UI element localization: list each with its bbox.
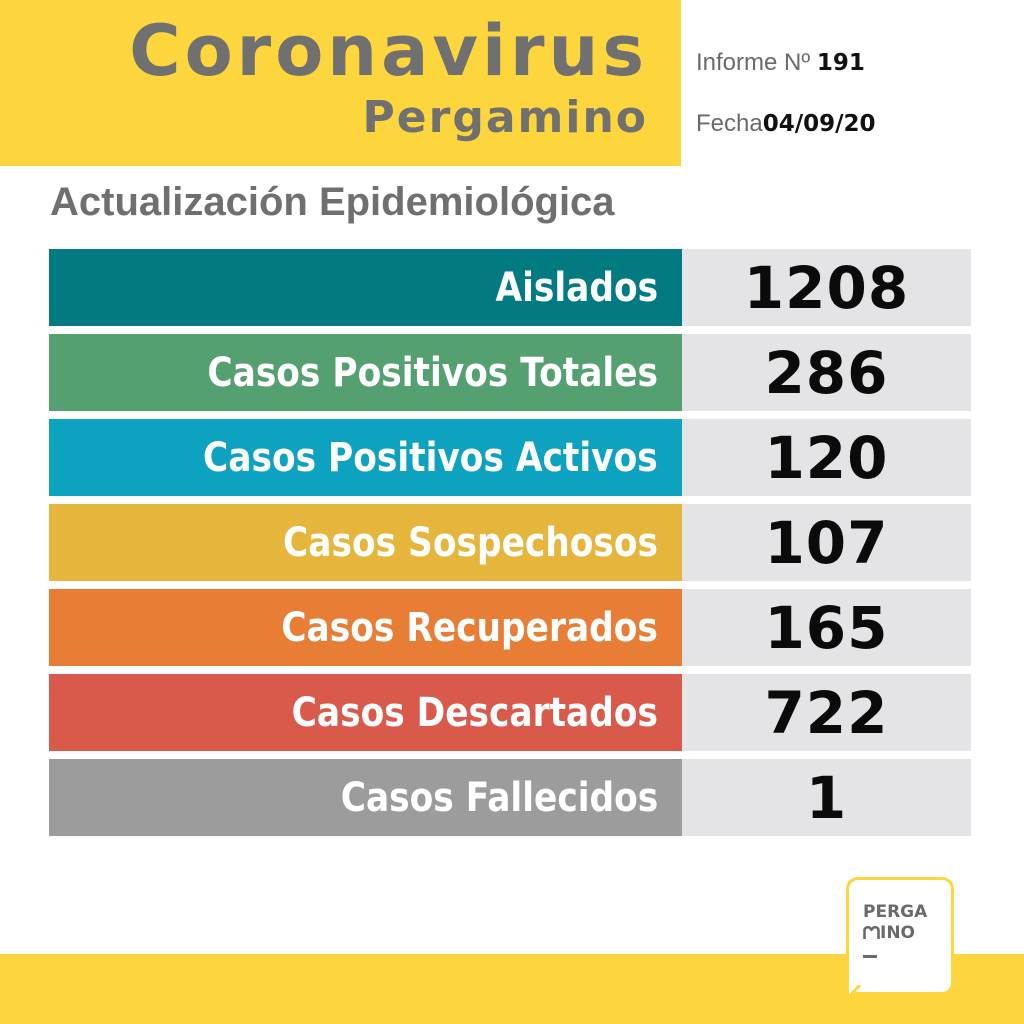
stat-label-box: Casos Recuperados [49,589,682,666]
report-number-value: 191 [816,50,865,76]
stat-label: Casos Fallecidos [340,774,658,821]
stat-value: 722 [764,678,889,747]
stat-label: Casos Descartados [291,689,658,736]
report-date-value: 04/09/20 [762,111,876,137]
stat-value: 107 [764,508,889,577]
page-subtitle: Pergamino [362,92,648,143]
stat-label-box: Casos Fallecidos [49,759,682,836]
stat-row-sospechosos: Casos Sospechosos 107 [49,504,971,581]
stat-value: 120 [764,423,889,492]
stat-row-fallecidos: Casos Fallecidos 1 [49,759,971,836]
logo-line-2: INO [880,923,916,944]
stat-value: 165 [764,593,889,662]
stat-value-box: 286 [682,334,971,411]
report-date-label: Fecha [696,110,763,137]
stat-value-box: 120 [682,419,971,496]
stat-label-box: Casos Positivos Totales [49,334,682,411]
stat-row-positivos-activos: Casos Positivos Activos 120 [49,419,971,496]
stat-value-box: 165 [682,589,971,666]
stats-table: Aislados 1208 Casos Positivos Totales 28… [49,249,971,844]
stat-label-box: Aislados [49,249,682,326]
stat-label-box: Casos Descartados [49,674,682,751]
header-band [0,0,681,166]
stat-value: 286 [764,338,889,407]
section-heading: Actualización Epidemiológica [50,180,615,224]
stat-row-positivos-totales: Casos Positivos Totales 286 [49,334,971,411]
stat-label-box: Casos Sospechosos [49,504,682,581]
logo-text: PERGA INO [863,902,927,945]
report-date: Fecha04/09/20 [696,112,876,136]
logo-line-1: PERGA [863,902,928,922]
stat-label-box: Casos Positivos Activos [49,419,682,496]
stat-label: Casos Positivos Totales [207,349,658,396]
report-number-label: Informe Nº [696,49,811,76]
stat-value: 1 [805,763,848,832]
stat-row-descartados: Casos Descartados 722 [49,674,971,751]
report-number: Informe Nº 191 [696,51,865,75]
stat-row-recuperados: Casos Recuperados 165 [49,589,971,666]
stat-label: Casos Recuperados [281,604,658,651]
stat-label: Aislados [495,264,658,311]
stat-label: Casos Sospechosos [283,519,658,566]
stat-value-box: 1 [682,759,971,836]
logo-line-2-row: INO [863,923,927,944]
stat-value-box: 107 [682,504,971,581]
heart-m-icon [863,926,880,940]
stat-label: Casos Positivos Activos [203,434,658,481]
logo-speech-tail [846,985,862,1001]
stat-value-box: 1208 [682,249,971,326]
pergamino-logo: PERGA INO [846,877,954,995]
logo-underline [863,955,877,958]
page-title: Coronavirus [129,10,648,92]
stat-row-aislados: Aislados 1208 [49,249,971,326]
stat-value-box: 722 [682,674,971,751]
stat-value: 1208 [743,253,910,322]
